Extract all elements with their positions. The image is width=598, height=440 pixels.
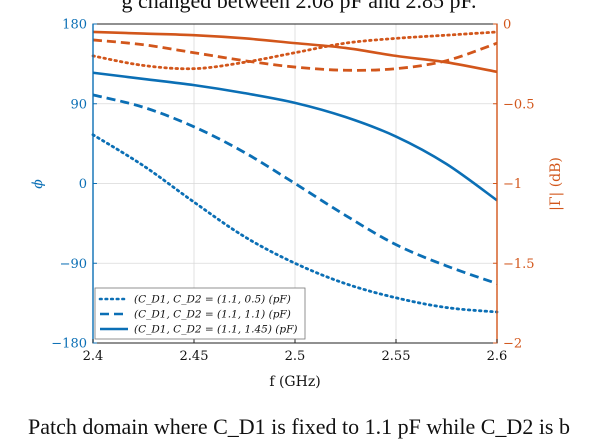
y-right-tick-label: −0.5 [503,97,535,112]
legend: (C_D1, C_D2 = (1.1, 0.5) (pF) (C_D1, C_D2… [94,287,306,340]
caption-fragment-top: g changed between 2.08 pF and 2.85 pF. [121,0,477,13]
x-tick-label: 2.45 [180,349,209,364]
x-tick-label: 2.55 [382,349,411,364]
series-lines [91,30,499,314]
y-right-tick-label: 0 [503,18,511,33]
y-axis-left-label: ϕ [30,179,46,189]
ticks [92,23,498,344]
tick-labels: 2.4 2.45 2.5 2.55 2.6 180 90 0 −90 −180 0 −0.5 −1 −1.… [51,18,534,365]
y-right-tick-label: −1.5 [503,257,535,272]
series-line-3 [92,71,498,202]
legend-box [94,287,306,340]
legend-label: (C_D1, C_D2 = (1.1, 1.45) (pF) [134,324,298,336]
x-axis-label: f (GHz) [269,374,320,390]
y-left-tick-label: −90 [60,257,87,272]
series-line-5 [92,38,498,72]
y-right-tick-label: −2 [503,337,522,352]
y-left-tick-label: 180 [62,18,87,33]
legend-label: (C_D1, C_D2 = (1.1, 0.5) (pF) [134,294,291,306]
series-line-4 [91,30,499,71]
y-axis-right-label: |Γ| (dB) [548,157,564,211]
chart: 2.4 2.45 2.5 2.55 2.6 180 90 0 −90 −180 0 −0.5 −1 −1.… [30,18,564,391]
y-right-tick-label: −1 [503,177,522,192]
y-left-tick-label: 0 [79,177,87,192]
legend-label: (C_D1, C_D2 = (1.1, 1.1) (pF) [134,309,291,321]
y-left-tick-label: 90 [70,97,87,112]
series-line-6 [92,30,498,74]
x-tick-label: 2.5 [285,349,306,364]
x-tick-label: 2.6 [487,349,508,364]
y-left-tick-label: −180 [51,337,87,352]
series-line-2 [92,93,498,285]
series-line-1 [91,133,499,314]
x-tick-label: 2.4 [83,349,104,364]
caption-fragment-bottom: Patch domain where C_D1 is fixed to 1.1 … [27,414,570,439]
